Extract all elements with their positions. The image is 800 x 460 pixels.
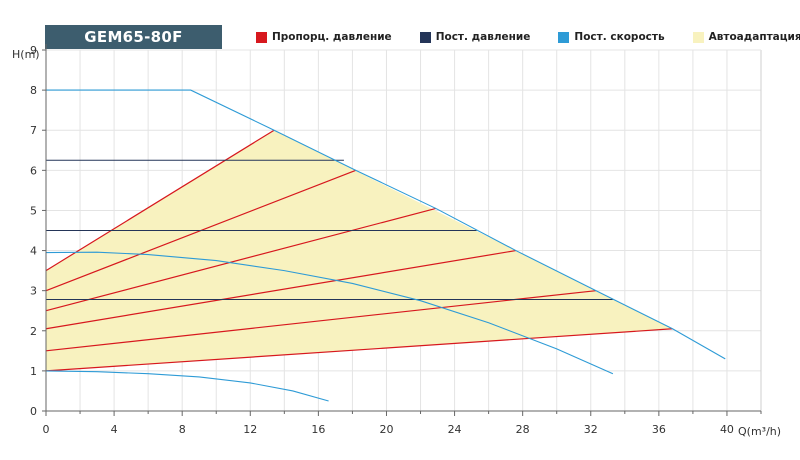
legend-label-proportional: Пропорц. давление bbox=[272, 31, 392, 43]
legend-swatch-constant-pressure bbox=[419, 31, 431, 43]
y-tick-label: 9 bbox=[30, 44, 37, 57]
legend-swatch-auto bbox=[692, 31, 704, 43]
x-tick-label: 24 bbox=[448, 423, 462, 436]
legend-item-constant-pressure: Пост. давление bbox=[419, 31, 531, 43]
x-tick-label: 36 bbox=[652, 423, 666, 436]
proportional-pressure-line-6 bbox=[45, 328, 673, 372]
auto-adaptation-region bbox=[46, 130, 673, 371]
x-tick-label: 12 bbox=[243, 423, 257, 436]
legend-swatch-proportional bbox=[256, 31, 267, 43]
proportional-pressure-line-5 bbox=[45, 290, 596, 352]
y-tick-label: 1 bbox=[30, 365, 37, 378]
constant-speed-curve-1 bbox=[46, 89, 726, 360]
proportional-pressure-line-4 bbox=[45, 249, 516, 330]
x-tick-label: 8 bbox=[179, 423, 186, 436]
legend-label-constant-speed: Пост. скорость bbox=[574, 31, 665, 43]
chart-series bbox=[45, 89, 726, 402]
y-tick-label: 4 bbox=[30, 245, 37, 258]
proportional-pressure-line-3 bbox=[45, 207, 436, 312]
x-tick-label: 32 bbox=[584, 423, 598, 436]
auto-adaptation-area bbox=[46, 130, 673, 371]
model-title: GEM65-80F bbox=[45, 25, 222, 49]
proportional-pressure-line-1 bbox=[45, 129, 275, 272]
legend-item-constant-speed: Пост. скорость bbox=[558, 31, 665, 43]
x-axis-label: Q(m³/h) bbox=[738, 425, 781, 438]
y-tick-label: 2 bbox=[30, 325, 37, 338]
y-tick-label: 7 bbox=[30, 124, 37, 137]
y-tick-label: 0 bbox=[30, 405, 37, 418]
chart-legend: Пропорц. давление Пост. давление Пост. с… bbox=[256, 29, 800, 45]
x-tick-label: 28 bbox=[516, 423, 530, 436]
x-tick-label: 4 bbox=[111, 423, 118, 436]
legend-label-constant-pressure: Пост. давление bbox=[435, 31, 531, 43]
legend-item-proportional: Пропорц. давление bbox=[256, 31, 392, 43]
y-tick-label: 5 bbox=[30, 204, 37, 217]
x-tick-label: 0 bbox=[43, 423, 50, 436]
y-tick-label: 3 bbox=[30, 285, 37, 298]
y-tick-label: 8 bbox=[30, 84, 37, 97]
legend-label-auto: Автоадаптация bbox=[708, 31, 800, 43]
constant-speed-curve-3 bbox=[45, 370, 329, 402]
constant-speed-curve-2 bbox=[45, 251, 614, 375]
legend-item-auto: Автоадаптация bbox=[692, 31, 800, 43]
y-tick-label: 6 bbox=[30, 164, 37, 177]
y-axis-label: H(m) bbox=[12, 48, 40, 61]
x-tick-label: 16 bbox=[311, 423, 325, 436]
x-tick-label: 20 bbox=[379, 423, 393, 436]
legend-swatch-constant-speed bbox=[558, 31, 570, 43]
x-tick-label: 40 bbox=[720, 423, 734, 436]
